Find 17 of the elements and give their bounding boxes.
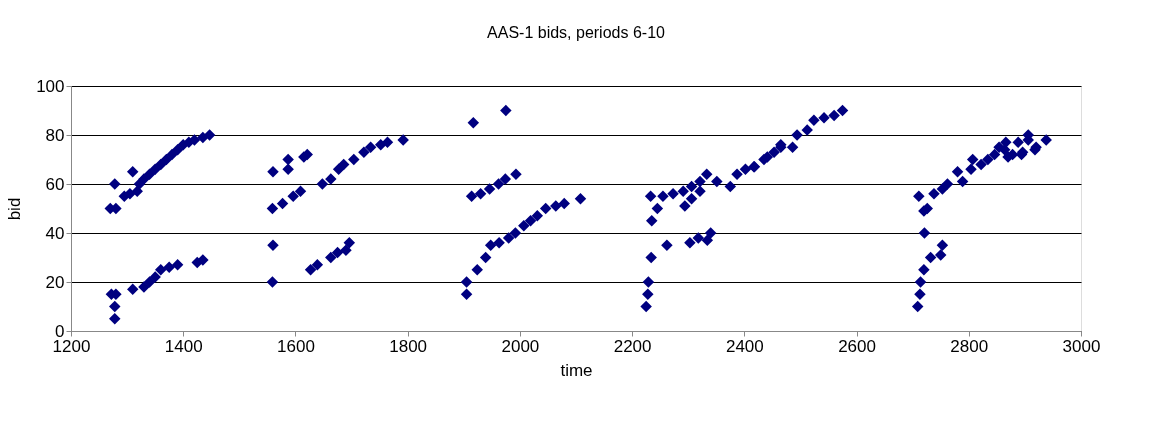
x-tick-label: 2400: [725, 336, 764, 356]
x-tick-label: 1400: [164, 336, 203, 356]
x-tick-label: 2000: [501, 336, 540, 356]
y-tick-label: 40: [45, 223, 65, 243]
x-tick-label: 2600: [838, 336, 876, 356]
x-tick-label: 1600: [277, 336, 315, 356]
y-axis-title: bid: [5, 197, 25, 221]
x-tick-label: 3000: [1062, 336, 1101, 356]
y-tick-label: 60: [45, 174, 65, 194]
y-tick-label: 20: [45, 272, 65, 292]
x-tick-label: 2800: [950, 336, 989, 356]
y-tick-label: 80: [45, 125, 65, 145]
chart-title: AAS-1 bids, periods 6-10: [487, 24, 666, 41]
x-axis-title: time: [560, 360, 593, 380]
x-tick-label: 1800: [389, 336, 428, 356]
x-tick-label: 2200: [613, 336, 652, 356]
y-tick-label: 100: [36, 76, 65, 96]
